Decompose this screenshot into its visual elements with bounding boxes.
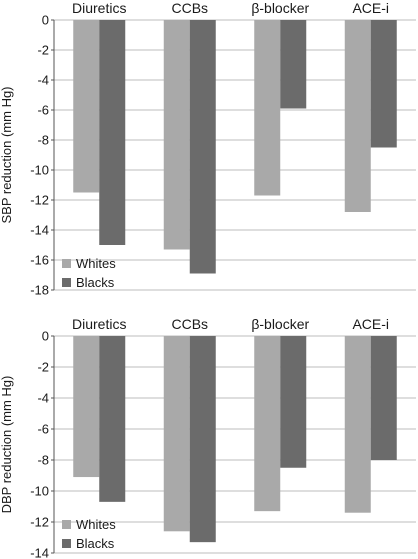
y-tick-label: -8	[37, 133, 49, 148]
y-tick-label: -12	[30, 193, 49, 208]
y-tick-label: -16	[30, 253, 49, 268]
legend-swatch-whites	[62, 520, 71, 529]
bar-whites-0	[73, 20, 100, 193]
legend-swatch-blacks	[62, 539, 71, 548]
bar-blacks-3	[370, 20, 397, 148]
category-label: CCBs	[171, 316, 208, 332]
sbp-chart: 0 -2 -4 -6 -8 -10 -12 -14 -16 -18 SBP reduction (m…	[0, 0, 416, 298]
category-label: β-blocker	[251, 316, 309, 332]
y-tick-label: -4	[37, 73, 49, 88]
y-tick-label: -12	[30, 515, 49, 530]
bar-whites-2	[254, 20, 281, 196]
dbp-chart: 0 -2 -4 -6 -8 -10 -12 -14 DBP reduction (mm Hg) D…	[0, 316, 416, 559]
legend-label-whites: Whites	[76, 517, 116, 532]
y-tick-label: -14	[30, 546, 49, 559]
category-label: β-blocker	[251, 0, 309, 16]
bar-blacks-1	[189, 20, 216, 274]
category-label: ACE-i	[352, 0, 389, 16]
bar-blacks-0	[99, 20, 126, 245]
y-tick-label: 0	[42, 13, 49, 28]
bar-whites-0	[73, 336, 100, 478]
legend-swatch-whites	[62, 259, 71, 268]
y-tick-label: -2	[37, 43, 49, 58]
category-label: CCBs	[171, 0, 208, 16]
y-tick-label: -2	[37, 360, 49, 375]
y-tick-label: 0	[42, 329, 49, 344]
bar-blacks-2	[280, 20, 307, 109]
bar-blacks-3	[370, 336, 397, 460]
legend-label-blacks: Blacks	[76, 536, 115, 551]
bar-whites-3	[344, 336, 371, 513]
bar-blacks-1	[189, 336, 216, 543]
y-tick-label: -14	[30, 223, 49, 238]
y-tick-label: -4	[37, 391, 49, 406]
y-axis-label: DBP reduction (mm Hg)	[0, 376, 14, 514]
bar-whites-1	[163, 20, 190, 250]
legend-label-whites: Whites	[76, 256, 116, 271]
y-tick-label: -10	[30, 163, 49, 178]
bar-whites-2	[254, 336, 281, 512]
y-axis-label: SBP reduction (mm Hg)	[0, 86, 14, 223]
bar-whites-1	[163, 336, 190, 532]
bar-blacks-0	[99, 336, 126, 502]
y-tick-label: -8	[37, 453, 49, 468]
bar-blacks-2	[280, 336, 307, 468]
bar-whites-3	[344, 20, 371, 212]
category-label: Diuretics	[72, 316, 126, 332]
y-tick-label: -10	[30, 484, 49, 499]
legend-label-blacks: Blacks	[76, 275, 115, 290]
y-tick-label: -6	[37, 422, 49, 437]
legend-swatch-blacks	[62, 278, 71, 287]
category-label: Diuretics	[72, 0, 126, 16]
y-tick-label: -18	[30, 283, 49, 298]
y-tick-label: -6	[37, 103, 49, 118]
category-label: ACE-i	[352, 316, 389, 332]
